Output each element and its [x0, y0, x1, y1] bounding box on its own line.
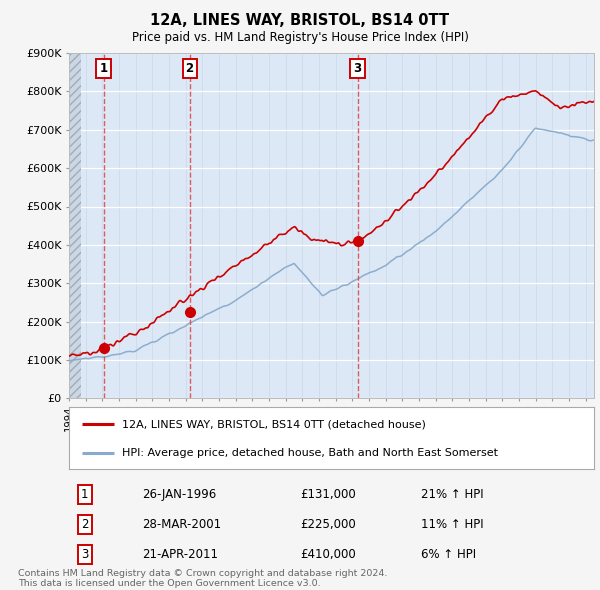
Text: 3: 3: [81, 548, 88, 561]
Text: 21-APR-2011: 21-APR-2011: [143, 548, 218, 561]
Text: 21% ↑ HPI: 21% ↑ HPI: [421, 488, 484, 501]
Text: 3: 3: [353, 62, 362, 75]
Text: 6% ↑ HPI: 6% ↑ HPI: [421, 548, 476, 561]
Text: 2: 2: [81, 518, 89, 531]
Text: 2: 2: [185, 62, 194, 75]
Text: Price paid vs. HM Land Registry's House Price Index (HPI): Price paid vs. HM Land Registry's House …: [131, 31, 469, 44]
Text: 26-JAN-1996: 26-JAN-1996: [143, 488, 217, 501]
Text: £410,000: £410,000: [300, 548, 356, 561]
Text: 28-MAR-2001: 28-MAR-2001: [143, 518, 221, 531]
Text: HPI: Average price, detached house, Bath and North East Somerset: HPI: Average price, detached house, Bath…: [121, 448, 497, 458]
Text: This data is licensed under the Open Government Licence v3.0.: This data is licensed under the Open Gov…: [18, 579, 320, 588]
Text: £225,000: £225,000: [300, 518, 356, 531]
Text: 12A, LINES WAY, BRISTOL, BS14 0TT: 12A, LINES WAY, BRISTOL, BS14 0TT: [151, 13, 449, 28]
Text: 12A, LINES WAY, BRISTOL, BS14 0TT (detached house): 12A, LINES WAY, BRISTOL, BS14 0TT (detac…: [121, 419, 425, 430]
Text: £131,000: £131,000: [300, 488, 356, 501]
Text: 11% ↑ HPI: 11% ↑ HPI: [421, 518, 484, 531]
Text: 1: 1: [100, 62, 107, 75]
Text: 1: 1: [81, 488, 89, 501]
Bar: [69, 53, 80, 398]
Text: Contains HM Land Registry data © Crown copyright and database right 2024.: Contains HM Land Registry data © Crown c…: [18, 569, 388, 578]
